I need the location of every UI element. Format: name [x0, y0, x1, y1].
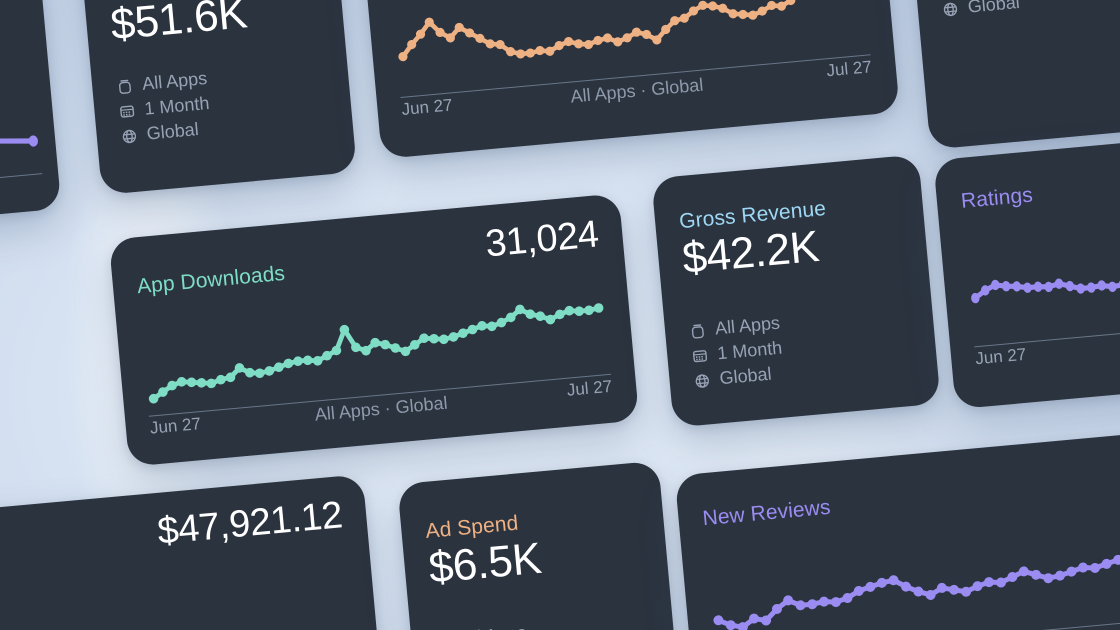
revenue-card[interactable]: enue $47,921.12 [0, 474, 384, 630]
left-edge-sparkline [0, 101, 41, 176]
globe-icon [120, 126, 139, 145]
meta-row-region: Global [941, 0, 1120, 20]
meta-apps-label: All Apps [714, 312, 781, 339]
calendar-icon [118, 101, 137, 120]
sparkline-svg [713, 545, 1120, 630]
sparkline-svg [148, 303, 604, 404]
sparkline-svg [0, 124, 38, 147]
apps-box-icon [688, 321, 707, 340]
axis-label-start: Jun 27 [974, 344, 1028, 369]
axis-labels: ul 27 [0, 176, 44, 211]
meta-region-label: Global [966, 0, 1021, 17]
card-meta: All Apps 1 Mo [115, 57, 329, 147]
meta-row-apps: All Apps [688, 301, 909, 342]
app-downloads-card[interactable]: App Downloads 31,024 Jun 27 Jul 27 All A… [108, 193, 640, 467]
top-right-meta-card[interactable]: All Apps 1 Mo [906, 0, 1120, 150]
top-sparkline-chart [391, 0, 869, 87]
ratings-card[interactable]: Ratings Jun 27 [933, 136, 1120, 410]
calendar-icon [691, 346, 710, 365]
top-sparkline-card[interactable]: Jun 27 Jul 27 All Apps · Global [356, 0, 900, 159]
meta-row-period: 1 Month [118, 82, 327, 122]
globe-icon [693, 371, 712, 390]
card-meta: All Apps 1 Mo [936, 0, 1120, 20]
meta-region-label: Global [145, 119, 200, 144]
apps-box-icon [116, 76, 135, 95]
meta-row-region: Global [693, 351, 914, 392]
sparkline-svg [398, 0, 859, 62]
ratings-chart [966, 236, 1120, 325]
sparkline-svg [971, 261, 1120, 304]
ad-spend-card[interactable]: Ad Spend $6.5K All Apps [397, 460, 681, 630]
new-reviews-chart [707, 520, 1120, 630]
meta-period-label: 1 Month [716, 337, 784, 364]
new-reviews-card[interactable]: New Reviews Jun 27 Global [674, 429, 1120, 630]
meta-apps-label: All Apps [141, 68, 208, 94]
card-meta: All Apps 1 Mo [688, 301, 914, 392]
meta-row-period: 1 Month [691, 326, 912, 367]
meta-region-label: Global [718, 363, 773, 389]
meta-row-apps: All Apps [115, 57, 324, 97]
gross-revenue-card[interactable]: Gross Revenue $42.2K All Apps [651, 154, 941, 428]
app-downloads-chart [141, 284, 611, 410]
globe-icon [941, 0, 960, 18]
meta-row-region: Global [120, 107, 329, 147]
net-revenue-card[interactable]: $51.6K All Apps [74, 0, 358, 195]
left-edge-card[interactable]: ul 27 [0, 0, 62, 227]
meta-period-label: 1 Month [143, 92, 211, 119]
card-value: $51.6K [108, 0, 249, 50]
